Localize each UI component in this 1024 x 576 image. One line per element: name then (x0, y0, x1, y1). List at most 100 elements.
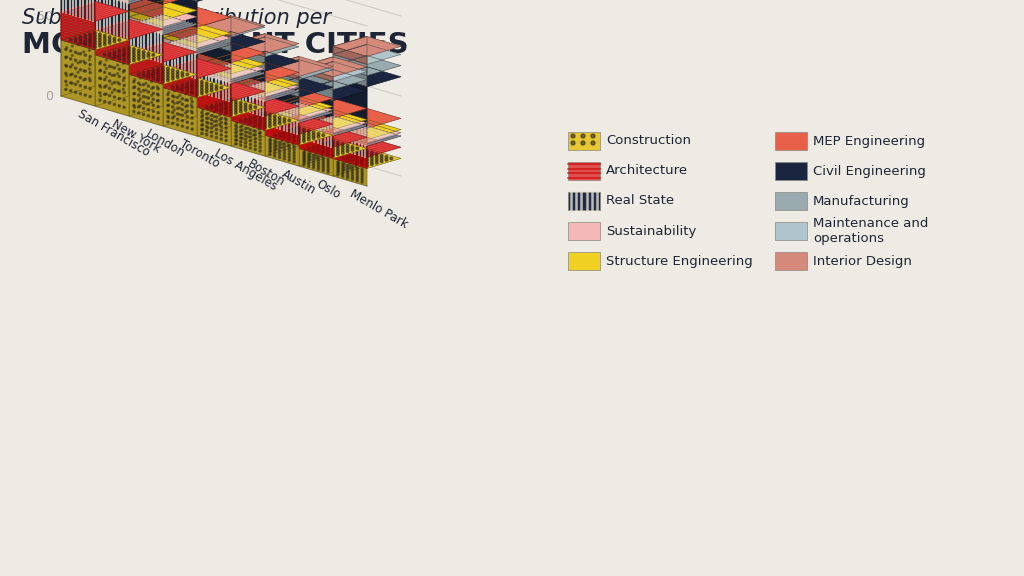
Circle shape (351, 160, 354, 162)
Circle shape (351, 178, 353, 180)
Circle shape (327, 148, 329, 150)
Circle shape (142, 51, 145, 54)
Circle shape (342, 170, 344, 172)
Circle shape (84, 43, 87, 46)
Circle shape (263, 118, 266, 120)
Circle shape (93, 37, 96, 40)
Circle shape (109, 55, 111, 58)
Polygon shape (61, 30, 95, 96)
Polygon shape (129, 15, 197, 35)
Circle shape (293, 157, 295, 160)
Circle shape (571, 134, 575, 138)
Circle shape (343, 160, 345, 162)
Circle shape (245, 135, 247, 137)
Circle shape (109, 73, 111, 75)
Circle shape (360, 155, 362, 157)
Circle shape (157, 79, 160, 82)
FancyBboxPatch shape (775, 162, 807, 180)
FancyBboxPatch shape (568, 192, 600, 210)
Circle shape (181, 71, 184, 74)
Polygon shape (95, 45, 163, 65)
Circle shape (153, 104, 155, 107)
Circle shape (113, 56, 116, 59)
Circle shape (206, 82, 208, 85)
Circle shape (302, 131, 305, 134)
Circle shape (337, 144, 339, 147)
Circle shape (181, 120, 183, 122)
Polygon shape (333, 126, 367, 147)
Circle shape (211, 135, 213, 137)
Circle shape (385, 158, 388, 161)
Polygon shape (333, 56, 367, 77)
Circle shape (79, 69, 82, 71)
Circle shape (254, 138, 256, 139)
Circle shape (89, 79, 91, 82)
Circle shape (234, 124, 237, 127)
Polygon shape (299, 109, 367, 130)
Circle shape (219, 114, 220, 116)
Circle shape (98, 99, 101, 101)
Circle shape (118, 75, 121, 78)
Circle shape (109, 36, 111, 39)
Circle shape (307, 153, 310, 155)
Circle shape (327, 151, 329, 153)
Circle shape (206, 126, 208, 128)
Circle shape (240, 137, 242, 139)
Circle shape (591, 134, 595, 138)
Circle shape (361, 181, 364, 183)
Circle shape (147, 85, 150, 87)
Circle shape (157, 79, 159, 81)
Polygon shape (299, 98, 367, 119)
Circle shape (176, 102, 178, 104)
Circle shape (219, 119, 220, 121)
Circle shape (114, 103, 116, 105)
Circle shape (317, 156, 319, 158)
Polygon shape (95, 0, 163, 4)
Circle shape (191, 101, 194, 103)
Circle shape (323, 160, 325, 162)
Circle shape (167, 76, 169, 79)
Polygon shape (231, 47, 265, 71)
Circle shape (206, 134, 208, 136)
Circle shape (312, 134, 315, 137)
Circle shape (292, 133, 294, 135)
Polygon shape (95, 0, 129, 4)
Circle shape (133, 98, 135, 101)
Circle shape (147, 55, 150, 58)
Circle shape (229, 101, 232, 104)
Polygon shape (299, 70, 367, 90)
Circle shape (103, 35, 106, 37)
Polygon shape (163, 0, 197, 27)
Circle shape (132, 48, 135, 51)
Circle shape (591, 141, 595, 145)
Circle shape (332, 143, 335, 146)
Polygon shape (197, 81, 231, 107)
Circle shape (109, 94, 111, 97)
Circle shape (351, 170, 353, 173)
Circle shape (190, 84, 194, 86)
Circle shape (273, 118, 276, 120)
Circle shape (84, 86, 86, 88)
Circle shape (142, 84, 144, 86)
Circle shape (210, 107, 213, 110)
Polygon shape (129, 52, 163, 85)
Polygon shape (333, 66, 367, 87)
Polygon shape (129, 1, 163, 17)
Circle shape (88, 77, 90, 79)
Circle shape (190, 89, 194, 92)
Circle shape (191, 123, 194, 124)
Circle shape (268, 138, 271, 141)
Circle shape (327, 145, 329, 147)
Polygon shape (299, 91, 333, 119)
Circle shape (147, 97, 150, 99)
Circle shape (229, 98, 232, 101)
Circle shape (118, 58, 121, 60)
Circle shape (176, 73, 179, 76)
Circle shape (132, 56, 135, 59)
Circle shape (111, 74, 113, 77)
Polygon shape (129, 10, 163, 27)
Circle shape (303, 151, 305, 153)
Polygon shape (197, 32, 265, 52)
Circle shape (132, 51, 135, 54)
Circle shape (137, 82, 140, 84)
